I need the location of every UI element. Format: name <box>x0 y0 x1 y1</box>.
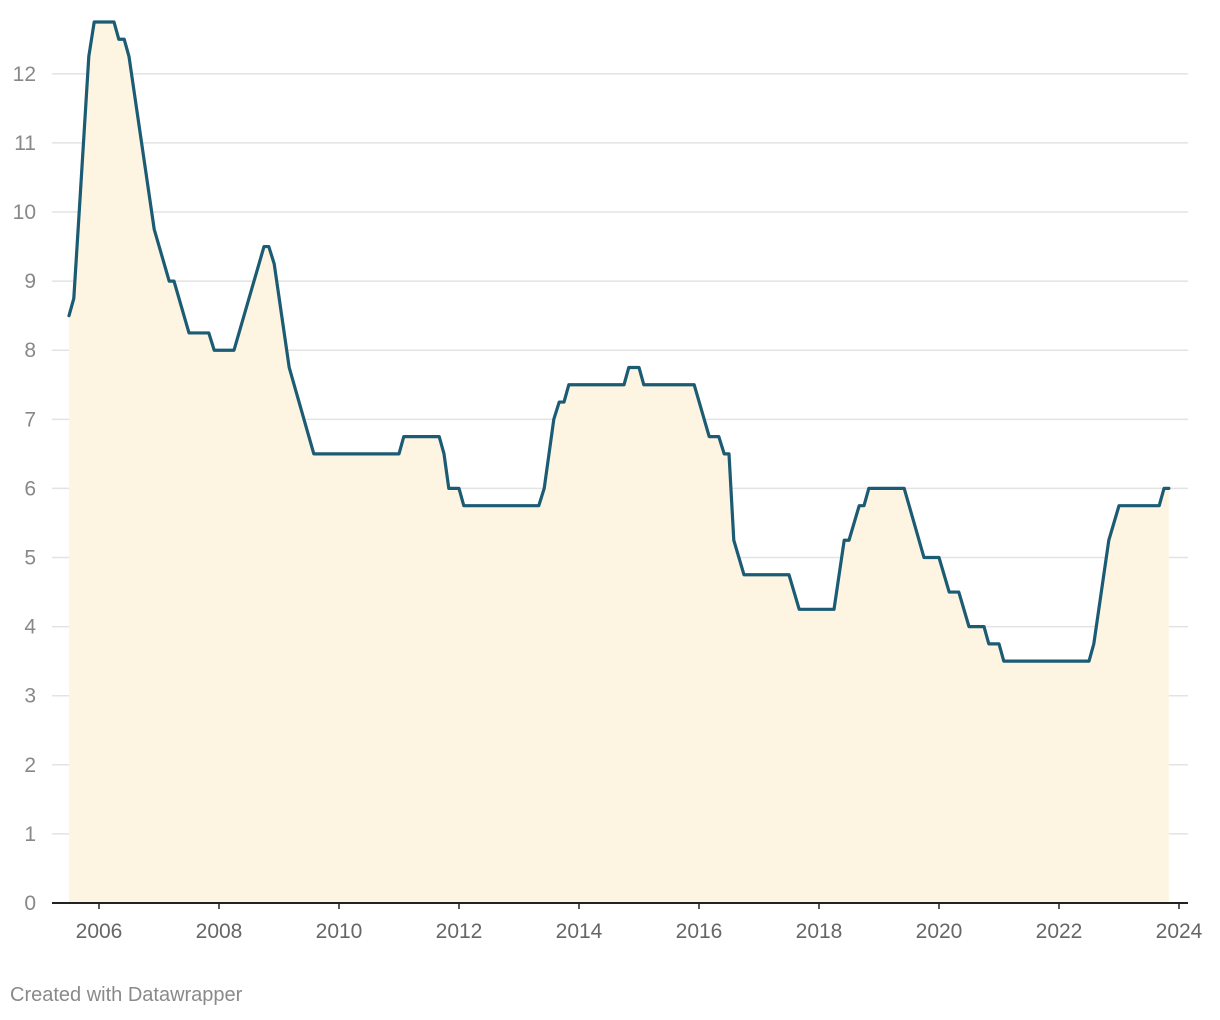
area-fill-group <box>69 22 1169 903</box>
line-series <box>67 20 1171 663</box>
x-tick-label: 2006 <box>76 920 123 943</box>
y-tick-label: 3 <box>24 685 36 708</box>
x-tick-label: 2020 <box>916 920 963 943</box>
y-tick-label: 0 <box>24 892 36 915</box>
area-fill <box>69 22 1169 903</box>
x-tick-label: 2018 <box>796 920 843 943</box>
y-tick-label: 6 <box>24 477 36 500</box>
x-tick-label: 2014 <box>556 920 603 943</box>
y-tick-label: 12 <box>13 63 36 86</box>
y-tick-label: 10 <box>13 201 36 224</box>
y-tick-label: 9 <box>24 270 36 293</box>
x-tick-label: 2012 <box>436 920 483 943</box>
y-tick-label: 8 <box>24 339 36 362</box>
y-tick-label: 7 <box>24 408 36 431</box>
y-tick-label: 1 <box>24 823 36 846</box>
credit-text: Created with Datawrapper <box>10 984 243 1006</box>
x-tick-label: 2008 <box>196 920 243 943</box>
y-tick-label: 4 <box>24 616 36 639</box>
line-series-group <box>67 20 1171 663</box>
y-tick-label: 5 <box>24 547 36 570</box>
y-tick-label: 11 <box>14 132 36 155</box>
x-tick-label: 2022 <box>1036 920 1083 943</box>
x-axis-ticks: 2006 2008 2010 2012 2014 2016 2018 2020 2022 2024 <box>76 903 1203 943</box>
x-tick-label: 2016 <box>676 920 723 943</box>
x-tick-label: 2024 <box>1156 920 1203 943</box>
x-tick-label: 2010 <box>316 920 363 943</box>
y-tick-label: 2 <box>24 754 36 777</box>
